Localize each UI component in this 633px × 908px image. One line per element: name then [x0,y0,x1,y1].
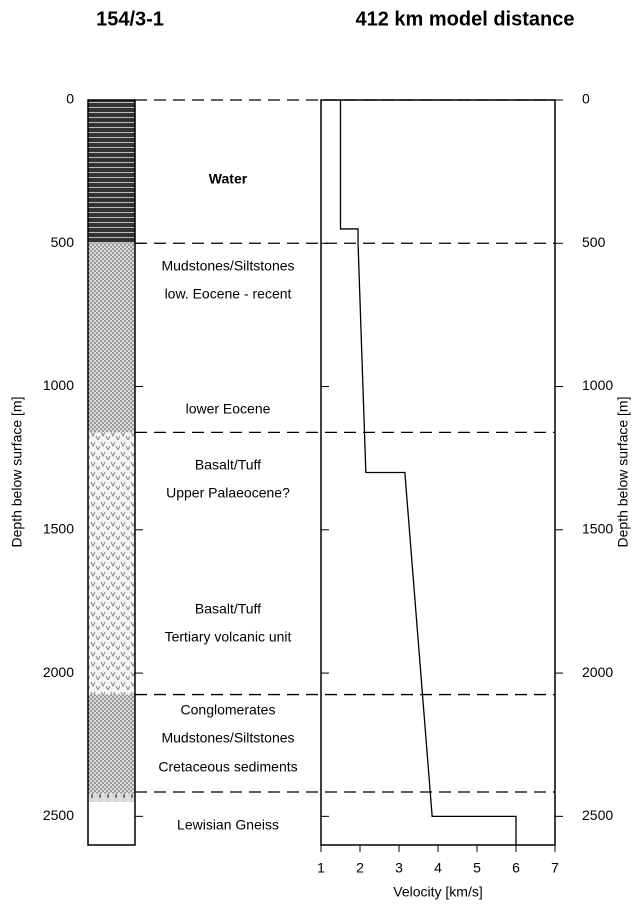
plot-frame [321,100,555,845]
layer-label: Conglomerates [181,702,276,718]
y-tick-label: 0 [582,91,590,107]
layer-label: Lewisian Gneiss [177,817,279,833]
layer-label: Tertiary volcanic unit [165,629,292,645]
layer-label: Basalt/Tuff [195,457,261,473]
x-tick-label: 3 [395,860,403,876]
y-tick-label: 500 [51,234,75,250]
title: 412 km model distance [356,8,575,30]
velocity-line [341,100,517,845]
layer-label: Upper Palaeocene? [166,485,290,501]
y-tick-label: 2000 [43,664,74,680]
title: 154/3-1 [96,8,164,30]
layer-label: Water [209,171,248,187]
y-axis-label: Depth below surface [m] [615,397,631,548]
y-tick-label: 0 [66,91,74,107]
y-tick-label: 1500 [582,521,613,537]
layer-label: Mudstones/Siltstones [161,258,294,274]
y-tick-label: 2500 [582,807,613,823]
chart: 154/3-1 412 km model distance 0 0 500 500 10… [0,0,633,903]
y-tick-label: 2500 [43,807,74,823]
y-tick-label: 1000 [43,377,74,393]
page: 154/3-1 412 km model distance 0 0 500 500 10… [0,0,633,908]
layer-label: lower Eocene [186,401,271,417]
y-tick-label: 1000 [582,377,613,393]
y-tick-label: 2000 [582,664,613,680]
layer-label: low. Eocene - recent [165,286,292,302]
x-axis-label: Velocity [km/s] [393,884,482,900]
y-tick-label: 500 [582,234,606,250]
lithology-layer [88,100,135,243]
layer-label: Mudstones/Siltstones [161,730,294,746]
x-tick-label: 7 [551,860,559,876]
y-axis-label: Depth below surface [m] [9,397,25,548]
lithology-layer [88,243,135,432]
layer-label: Basalt/Tuff [195,601,261,617]
lithology-layer [88,432,135,694]
x-tick-label: 4 [434,860,442,876]
lithology-layer [88,695,135,794]
y-tick-label: 1500 [43,521,74,537]
x-tick-label: 2 [356,860,364,876]
layer-label: Cretaceous sediments [158,759,297,775]
lithology-layer [88,802,135,845]
x-tick-label: 6 [512,860,520,876]
lithology-layer [88,793,135,802]
x-tick-label: 5 [473,860,481,876]
x-tick-label: 1 [317,860,325,876]
